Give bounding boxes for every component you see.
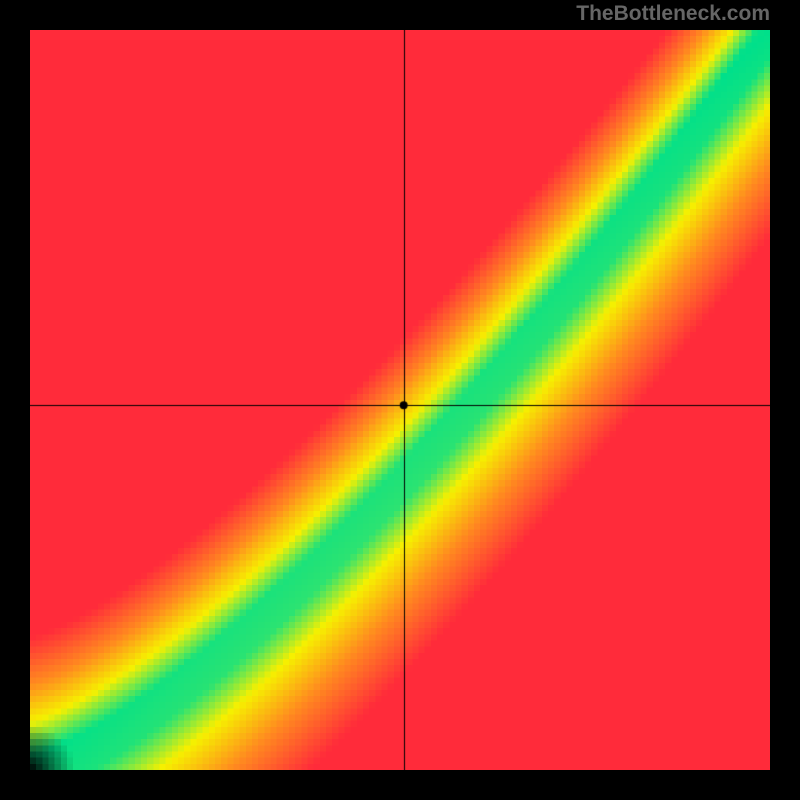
- crosshair-overlay: [30, 30, 770, 770]
- watermark-text: TheBottleneck.com: [576, 2, 770, 26]
- chart-container: TheBottleneck.com: [0, 0, 800, 800]
